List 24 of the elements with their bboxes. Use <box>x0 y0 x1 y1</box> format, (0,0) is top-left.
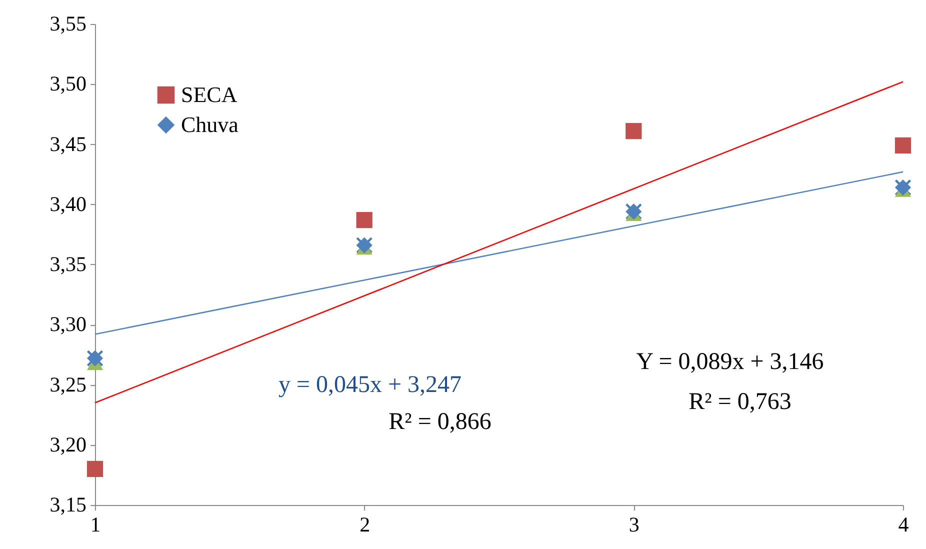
legend-label: SECA <box>181 82 238 107</box>
x-tick-label: 3 <box>628 512 640 536</box>
y-tick-label: 3,45 <box>50 132 86 156</box>
y-tick-label: 3,25 <box>50 372 86 396</box>
x-tick-label: 1 <box>90 512 101 536</box>
annotation: y = 0,045x + 3,247 <box>278 372 462 398</box>
y-tick-label: 3,55 <box>50 12 86 36</box>
x-tick-label: 4 <box>898 512 910 536</box>
point <box>356 212 372 228</box>
point <box>894 137 912 154</box>
point <box>86 460 104 477</box>
legend-label: Chuva <box>181 112 239 137</box>
y-tick-label: 3,20 <box>50 432 86 456</box>
x-tick-label: 2 <box>360 512 370 536</box>
line-series <box>94 171 904 335</box>
y-tick-label: 3,35 <box>50 252 86 276</box>
y-tick-label: 3,30 <box>50 312 86 336</box>
point <box>626 122 642 140</box>
y-tick-label: 3,50 <box>50 72 86 96</box>
annotation: R² = 0,763 <box>688 389 792 415</box>
y-tick-label: 3,15 <box>50 492 86 516</box>
annotation: R² = 0,866 <box>388 409 492 435</box>
annotation: Y = 0,089x + 3,146 <box>636 349 824 375</box>
y-tick-label: 3,40 <box>50 192 86 216</box>
